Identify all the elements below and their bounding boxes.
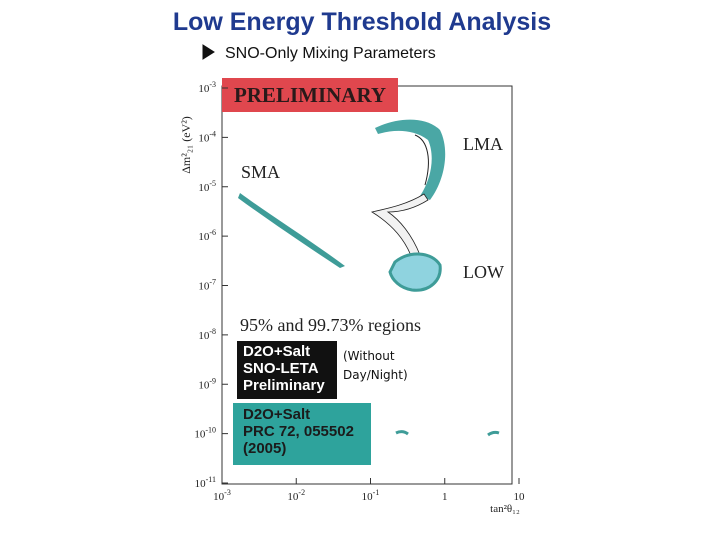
caption: 95% and 99.73% regions [240,315,421,335]
lma-line [414,134,429,186]
tick-base: 10 [198,330,210,342]
tick-exp: -6 [209,228,216,237]
blob [487,430,500,437]
tick-label: 10-3 [198,80,216,95]
region-label: SMA [241,162,280,182]
tick-exp: -4 [209,129,216,138]
legend-teal: PRC 72, 055502 [243,423,354,440]
legend-black: Preliminary [243,377,325,394]
region-label: LMA [463,134,503,154]
legend-black [237,341,337,399]
legend-teal: (2005) [243,440,286,457]
tick-exp: -1 [373,488,380,497]
note-box [340,345,430,383]
note: Day/Night) [343,368,408,382]
tick-exp: -10 [205,426,216,435]
x-axis-label: tan²θ₁₂ [490,503,520,515]
tick-base: 10 [362,491,374,503]
bullet-arrow [202,44,215,60]
tick-label: 10-7 [198,278,216,293]
tick-label: 10-6 [198,228,216,243]
tick-exp: -11 [206,475,216,484]
region-label: LOW [463,262,504,282]
tick-label: 10-10 [194,426,216,441]
lma-contour [375,119,446,200]
tick-exp: -2 [298,488,305,497]
tick-base: 10 [194,429,206,441]
stamp-box [222,78,398,112]
tick-base: 10 [195,478,207,490]
tick-exp: -8 [209,327,216,336]
tick-label: 10-4 [198,129,216,144]
tick-base: 10 [198,132,210,144]
tick-label: 10-5 [198,179,216,194]
tick-label: 10 [514,491,526,503]
y-axis-label: Δm²₂₁ (eV²) [179,116,193,174]
tick-base: 10 [198,379,210,391]
tick-label: 10-2 [287,488,305,503]
tick-label: 10-9 [198,376,216,391]
sma-contour [238,193,345,268]
tick-label: 1 [442,491,448,503]
tick-base: 10 [514,491,526,503]
tick-label: 10-1 [362,488,380,503]
tick-label: 10-11 [195,475,216,490]
tick-base: 1 [442,491,448,503]
tick-exp: -7 [209,278,216,287]
legend-teal: D2O+Salt [243,406,310,423]
stamp: PRELIMINARY [234,83,386,107]
figure: PRELIMINARY Δm²₂₁ (eV²) tan²θ₁₂ LMA SMA … [179,75,532,523]
blob [395,430,409,436]
low-contour [388,252,442,292]
tick-exp: -5 [209,179,216,188]
legend-teal [233,403,371,465]
tick-exp: -9 [209,376,216,385]
legend-black: SNO-LETA [243,360,319,377]
tick-label: 10-3 [213,488,231,503]
tick-base: 10 [198,83,210,95]
tick-label: 10-8 [198,327,216,342]
tick-exp: -3 [224,488,231,497]
bullet-text: SNO-Only Mixing Parameters [225,45,436,62]
note: (Without [343,349,395,363]
tick-base: 10 [198,182,210,194]
tick-base: 10 [198,231,210,243]
legend-black: D2O+Salt [243,343,310,360]
slide-title: Low Energy Threshold Analysis [173,8,551,36]
tick-base: 10 [198,281,210,293]
tick-exp: -3 [209,80,216,89]
tick-base: 10 [287,491,299,503]
tick-base: 10 [213,491,225,503]
